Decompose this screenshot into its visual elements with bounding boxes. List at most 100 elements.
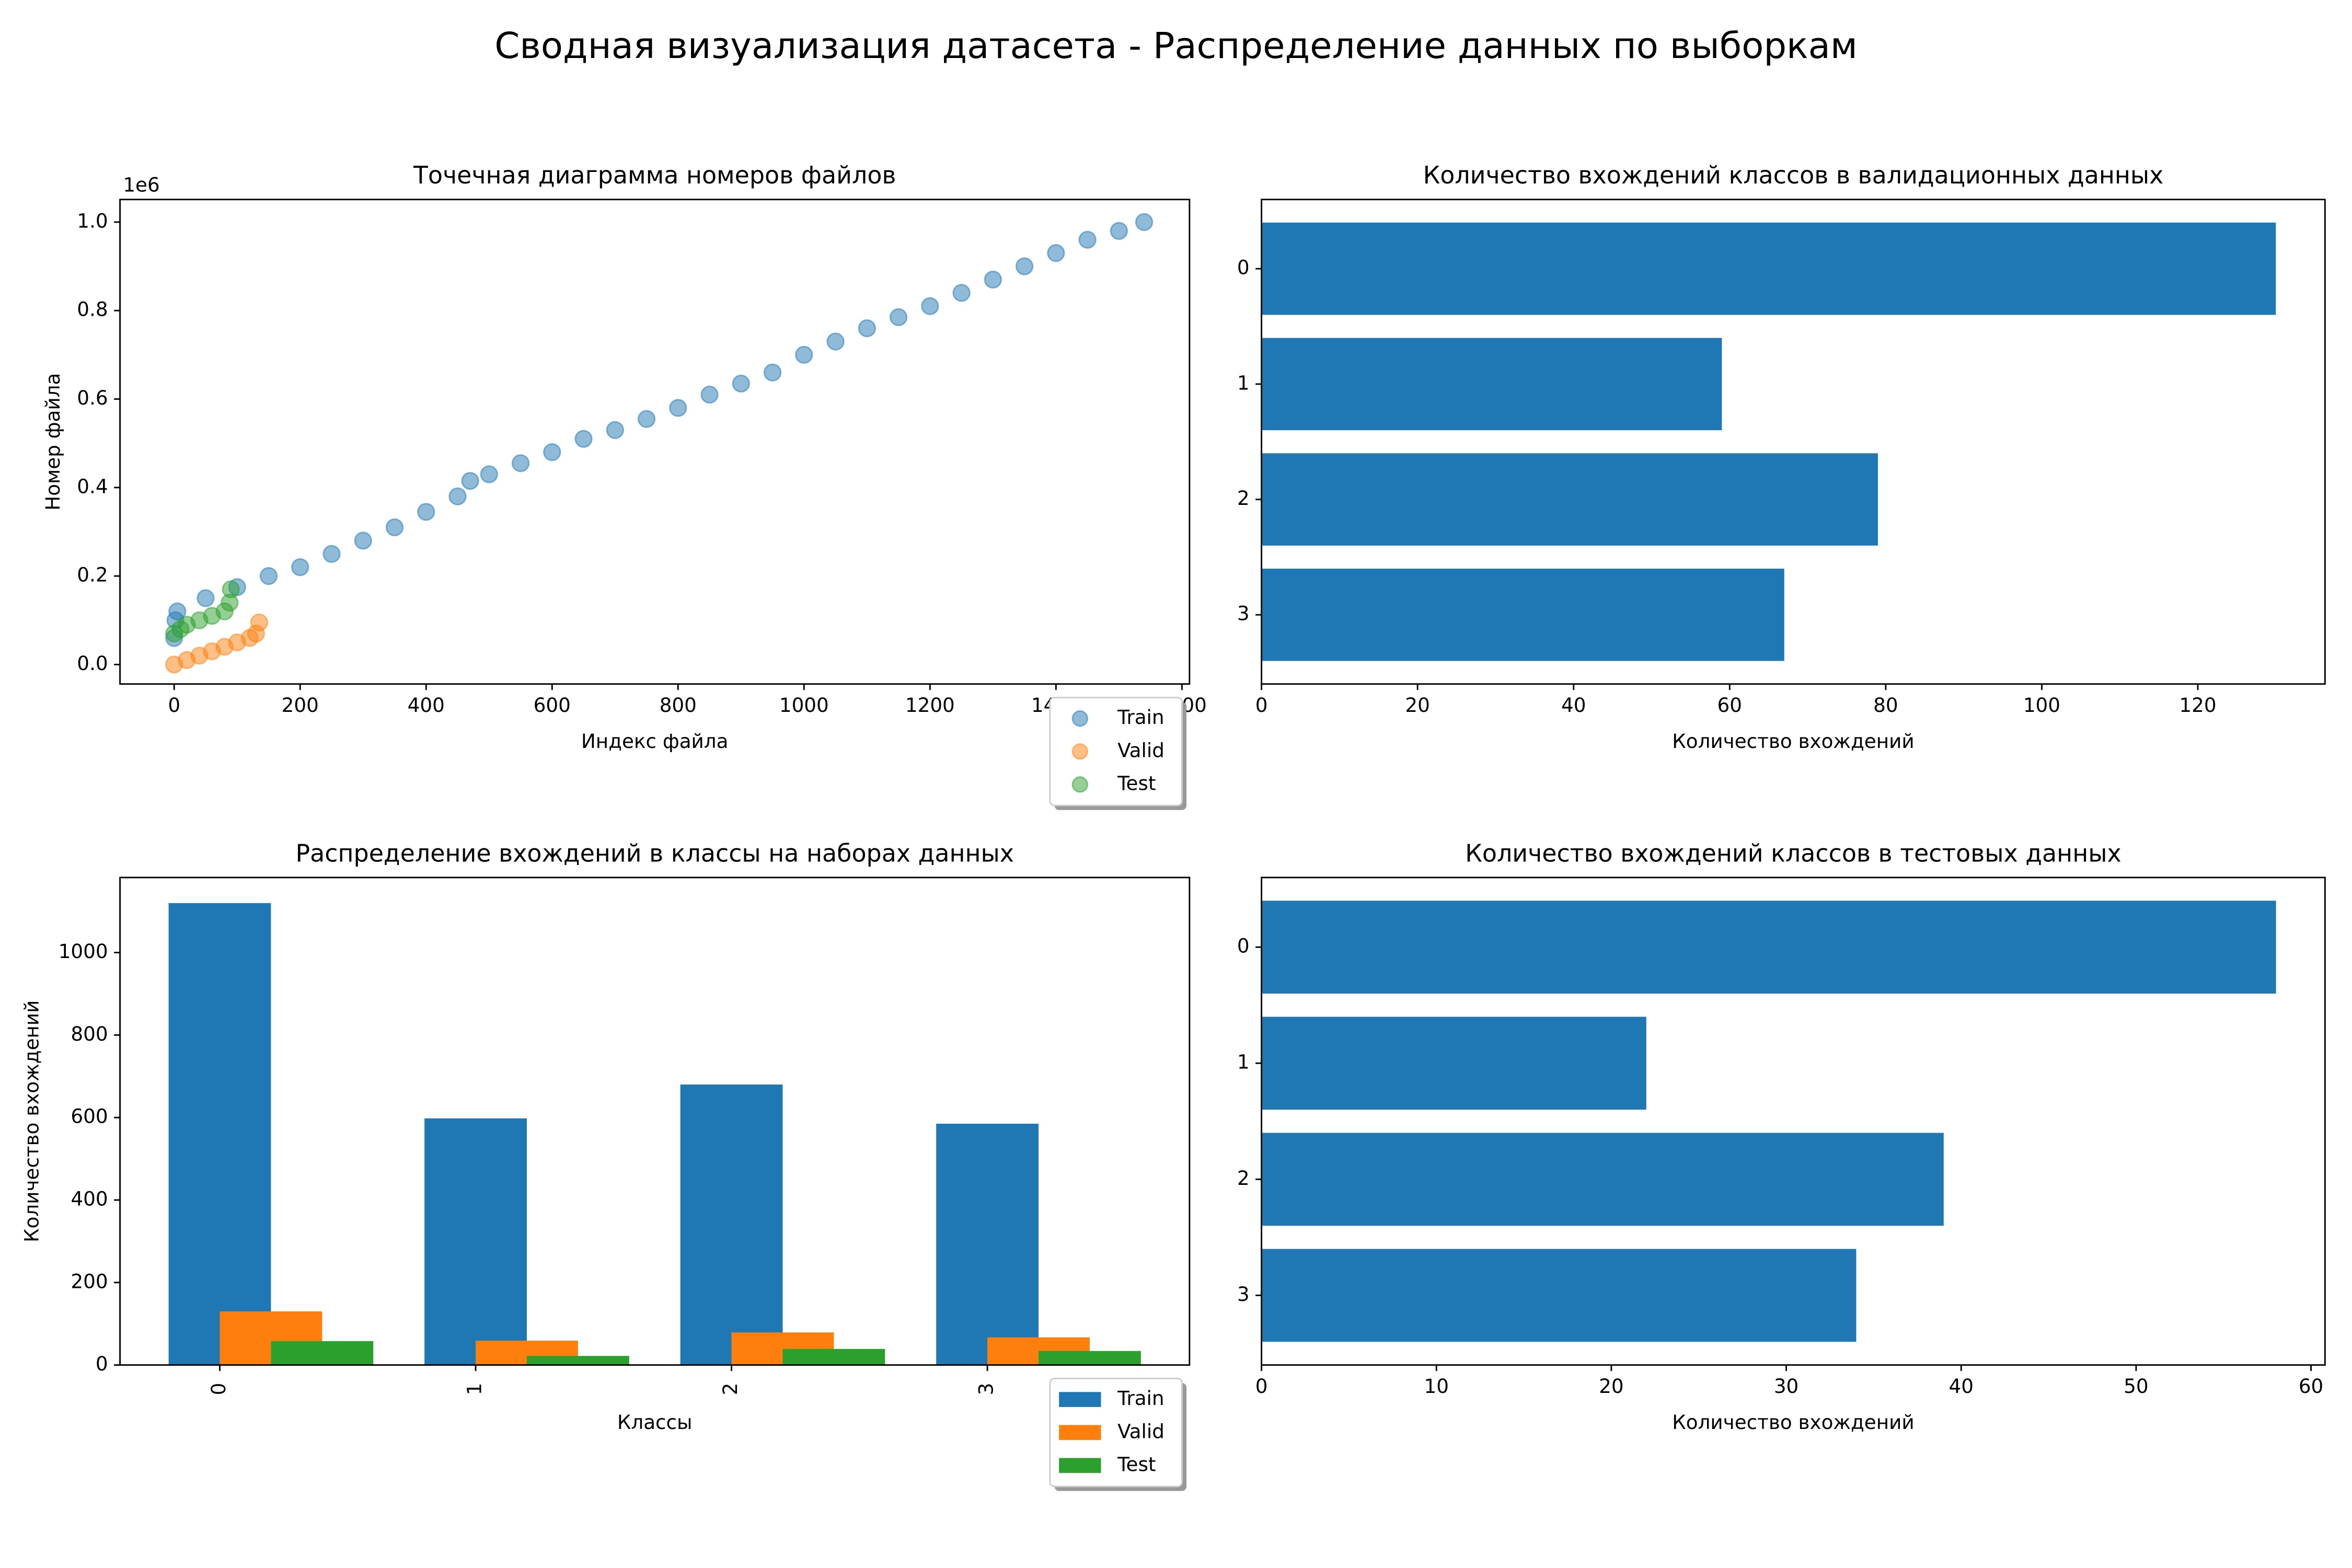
scatter-point (574, 430, 593, 448)
x-tick-label: 200 (282, 694, 319, 717)
scatter-point (795, 345, 813, 364)
scatter-point (700, 385, 719, 404)
scatter-point (826, 332, 845, 351)
legend-marker (1059, 1458, 1101, 1473)
scatter-point (1078, 230, 1097, 249)
y-tick-label: 2 (1237, 487, 1250, 510)
bar (1261, 1017, 1646, 1110)
x-tick-label: 20 (1599, 1375, 1623, 1398)
scatter-point (921, 297, 939, 315)
scatter-point (250, 613, 269, 632)
bar (782, 1348, 885, 1365)
legend-label: Test (1117, 1452, 1156, 1475)
x-tick-label: 40 (1949, 1375, 1974, 1398)
scatter-point (461, 471, 479, 490)
bar (936, 1123, 1039, 1365)
x-tick-label: 120 (2179, 694, 2216, 717)
y-offset-label: 1e6 (123, 173, 159, 196)
scatter-point (417, 503, 435, 521)
scatter-point (606, 421, 625, 439)
x-tick-label: 0 (207, 1383, 230, 1396)
y-tick-label: 0.2 (77, 563, 108, 586)
x-tick-label: 10 (1424, 1375, 1449, 1398)
x-tick-label: 20 (1405, 694, 1429, 717)
scatter-point (322, 545, 341, 563)
scatter-point (763, 363, 782, 382)
x-tick-label: 30 (1774, 1375, 1798, 1398)
x-tick-label: 800 (660, 694, 697, 717)
y-tick-label: 0.8 (77, 298, 108, 321)
x-tick-label: 400 (408, 694, 445, 717)
axes-frame (119, 199, 1191, 685)
y-tick-label: 200 (71, 1270, 108, 1293)
x-tick-label: 100 (2023, 694, 2060, 717)
bar (1261, 453, 1878, 546)
scatter-point (197, 589, 215, 607)
x-tick-label: 80 (1873, 694, 1898, 717)
x-axis-label: Классы (617, 1411, 693, 1434)
x-tick-label: 1000 (779, 694, 829, 717)
legend-label: Train (1117, 706, 1165, 729)
scatter-point (984, 270, 1002, 289)
y-tick-label: 1.0 (77, 209, 108, 232)
y-tick-label: 3 (1237, 1283, 1250, 1306)
bar (1261, 901, 2276, 994)
axes-title: Распределение вхождений в классы на набо… (295, 839, 1013, 867)
x-tick-label: 40 (1561, 694, 1586, 717)
bar (1261, 1133, 1944, 1226)
scatter-point (291, 558, 309, 577)
scatter-point (354, 532, 372, 550)
axes-frame (119, 877, 1191, 1366)
y-tick-label: 3 (1237, 602, 1250, 625)
scatter-point (448, 487, 467, 505)
scatter-point (952, 284, 971, 302)
y-tick-label: 600 (71, 1105, 108, 1128)
scatter-point (168, 602, 187, 621)
x-tick-label: 60 (2299, 1375, 2323, 1398)
y-tick-label: 0.4 (77, 475, 108, 498)
bar (1261, 1249, 1857, 1342)
scatter-point (259, 567, 278, 585)
x-tick-label: 0 (168, 694, 180, 717)
scatter-point (1135, 213, 1154, 232)
y-tick-label: 0 (1237, 256, 1250, 279)
bar (680, 1085, 783, 1365)
x-tick-label: 60 (1717, 694, 1742, 717)
legend-marker (1071, 710, 1089, 727)
legend-label: Train (1117, 1387, 1165, 1410)
x-tick-label: 0 (1255, 1375, 1268, 1398)
x-tick-label: 0 (1255, 694, 1268, 717)
bar (271, 1341, 374, 1365)
y-tick-label: 2 (1237, 1167, 1250, 1190)
y-tick-label: 1000 (59, 940, 108, 963)
y-axis-label: Номер файла (41, 373, 64, 511)
figure-title: Сводная визуализация датасета - Распреде… (494, 25, 1858, 67)
x-tick-label: 1 (463, 1383, 486, 1396)
axes-title: Количество вхождений классов в валидацио… (1423, 161, 2164, 189)
bar (1261, 568, 1784, 661)
legend-label: Test (1117, 771, 1156, 794)
scatter-point (1110, 222, 1128, 240)
y-tick-label: 0.0 (77, 652, 108, 675)
scatter-point (637, 410, 656, 428)
x-axis-label: Индекс файла (581, 730, 729, 753)
scatter-point (732, 374, 751, 393)
legend-marker (1059, 1392, 1101, 1407)
axes-frame (1261, 199, 2326, 685)
x-axis-label: Количество вхождений (1672, 1411, 1914, 1434)
scatter-point (543, 443, 561, 462)
x-tick-label: 50 (2124, 1375, 2148, 1398)
x-axis-label: Количество вхождений (1672, 730, 1914, 753)
scatter-point (858, 319, 877, 338)
legend-label: Valid (1117, 739, 1165, 762)
y-tick-label: 0 (96, 1352, 108, 1375)
y-tick-label: 400 (71, 1187, 108, 1210)
bar (1261, 338, 1722, 431)
scatter-point (1015, 257, 1034, 275)
scatter-point (889, 308, 908, 327)
bar (1261, 222, 2276, 315)
legend-label: Valid (1117, 1420, 1165, 1443)
legend-marker (1059, 1425, 1101, 1440)
